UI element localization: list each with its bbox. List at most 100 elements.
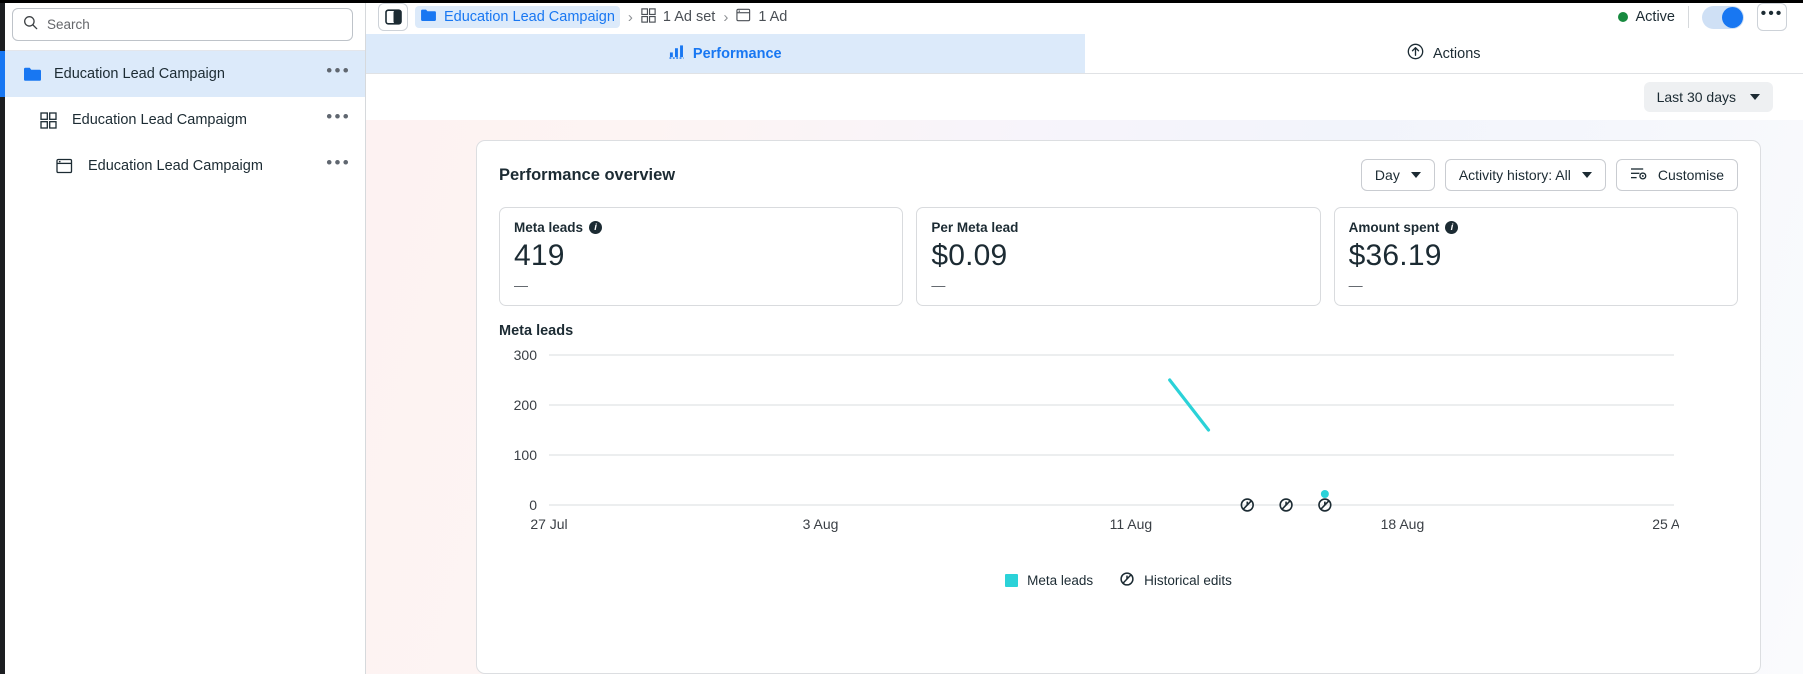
sidebar-search-area [0,0,365,50]
ad-window-icon [54,158,74,174]
search-icon [23,15,38,35]
legend-item-historical-edits[interactable]: Historical edits [1119,571,1232,590]
chart-title: Meta leads [499,323,574,339]
svg-text:18 Aug: 18 Aug [1381,516,1425,532]
legend-label: Historical edits [1144,573,1232,588]
sidebar-item-label: Education Lead Campaigm [72,112,247,128]
tab-actions[interactable]: Actions [1085,34,1803,73]
tab-label: Performance [692,45,782,62]
sidebar-item-ad[interactable]: Education Lead Campaigm ••• [0,143,365,189]
sidebar-item-menu-button[interactable]: ••• [326,107,351,126]
metric-delta: — [931,277,946,293]
metric-delta: — [1348,277,1363,293]
card-toolbar: Day Activity history: All Customise [1360,159,1738,191]
breadcrumb-label: 1 Ad [758,9,788,25]
svg-text:25 Aug: 25 Aug [1652,516,1679,532]
info-icon[interactable]: i [589,221,603,234]
svg-text:3 Aug: 3 Aug [803,516,839,532]
card-header: Performance overview Day Activity histor… [499,159,1738,191]
filters-bar: Last 30 days [366,74,1803,120]
info-icon[interactable]: i [1445,221,1459,234]
breadcrumb-item-campaign[interactable]: Education Lead Campaign [415,6,620,28]
ad-window-icon [736,8,751,26]
svg-text:200: 200 [514,397,538,413]
legend-swatch-icon [1005,574,1019,587]
granularity-button[interactable]: Day [1360,159,1435,191]
page-title: Performance overview [499,165,676,184]
customise-label: Customise [1657,167,1724,183]
tab-bar: Performance Actions [366,34,1803,74]
activity-history-button[interactable]: Activity history: All [1444,159,1606,191]
metric-value: $36.19 [1348,239,1442,272]
status-dot-icon [1617,12,1628,22]
sidebar-item-menu-button[interactable]: ••• [326,61,351,80]
metric-value: $0.09 [931,239,1008,272]
metric-card-amount-spent: Amount spent i $36.19 — [1333,207,1738,306]
legend-label: Meta leads [1027,573,1094,588]
toggle-knob [1722,6,1743,28]
sidebar-divider [0,50,365,51]
adset-grid-icon [641,7,656,27]
breadcrumb-label: 1 Ad set [662,9,716,25]
customise-button[interactable]: Customise [1615,159,1738,191]
sliders-icon [1630,166,1647,184]
upload-circle-icon [1407,43,1424,64]
sidebar-item-label: Education Lead Campaign [54,66,225,82]
tab-performance[interactable]: Performance [366,34,1085,73]
metric-label-text: Amount spent [1348,220,1440,235]
main-region: Education Lead Campaign › 1 Ad set › 1 A… [366,0,1803,674]
active-toggle[interactable] [1702,5,1744,29]
metric-delta: — [514,277,528,293]
historical-edit-icon [1119,571,1135,590]
metric-cards: Meta leads i 419 — Per Meta lead $0.09 — [499,207,1738,306]
sidebar-item-menu-button[interactable]: ••• [326,153,351,172]
chart: 0 100 200 300 27 Jul 3 Aug 11 Aug 18 Aug 25 Aug [499,347,1738,567]
breadcrumb: Education Lead Campaign › 1 Ad set › 1 A… [415,6,787,28]
metric-label-text: Per Meta lead [931,220,1019,235]
side-panel-icon[interactable] [378,3,408,31]
svg-text:100: 100 [514,447,538,463]
metric-value: 419 [514,239,565,272]
sidebar-item-label: Education Lead Campaigm [88,158,263,174]
chevron-down-icon [1410,172,1421,178]
metric-label-text: Meta leads [514,220,584,235]
metric-card-per-meta-lead: Per Meta lead $0.09 — [916,207,1321,306]
tab-label: Actions [1432,45,1481,62]
search-input[interactable] [47,17,342,32]
legend-item-meta-leads[interactable]: Meta leads [1005,573,1093,588]
window-chrome-bar [0,0,1803,3]
date-range-label: Last 30 days [1656,89,1736,105]
breadcrumb-separator: › [627,8,633,26]
status-label: Active [1635,9,1676,25]
date-range-button[interactable]: Last 30 days [1643,82,1773,112]
folder-icon [420,8,437,26]
breadcrumb-item-ad[interactable]: 1 Ad [736,8,787,26]
meta-leads-line-chart: 0 100 200 300 27 Jul 3 Aug 11 Aug 18 Aug 25 Aug [514,347,1679,532]
sidebar: Education Lead Campaign ••• Education Le… [0,0,366,674]
svg-text:27 Jul: 27 Jul [530,516,567,532]
content-area: Performance overview Day Activity histor… [366,120,1803,674]
chevron-down-icon [1581,172,1592,178]
active-indicator [0,51,5,97]
breadcrumb-separator: › [723,8,729,26]
search-box[interactable] [12,8,353,41]
header-actions: Active ••• [1617,3,1787,31]
bar-chart-icon [669,44,684,63]
top-header: Education Lead Campaign › 1 Ad set › 1 A… [366,0,1803,34]
svg-text:11 Aug: 11 Aug [1110,516,1153,532]
granularity-label: Day [1374,167,1400,183]
metric-label: Amount spent i [1349,220,1723,235]
metric-label: Per Meta lead [931,220,1305,235]
performance-overview-card: Performance overview Day Activity histor… [476,140,1761,674]
sidebar-item-adset[interactable]: Education Lead Campaigm ••• [0,97,365,143]
adset-grid-icon [38,111,58,129]
breadcrumb-label: Education Lead Campaign [444,9,615,25]
svg-text:0: 0 [529,497,537,513]
chevron-down-icon [1750,94,1760,100]
more-options-button[interactable]: ••• [1757,3,1787,31]
breadcrumb-item-adset[interactable]: 1 Ad set [641,7,716,27]
status-badge: Active [1617,9,1676,25]
sidebar-item-campaign[interactable]: Education Lead Campaign ••• [0,51,365,97]
chart-legend: Meta leads Historical edits [499,571,1738,590]
